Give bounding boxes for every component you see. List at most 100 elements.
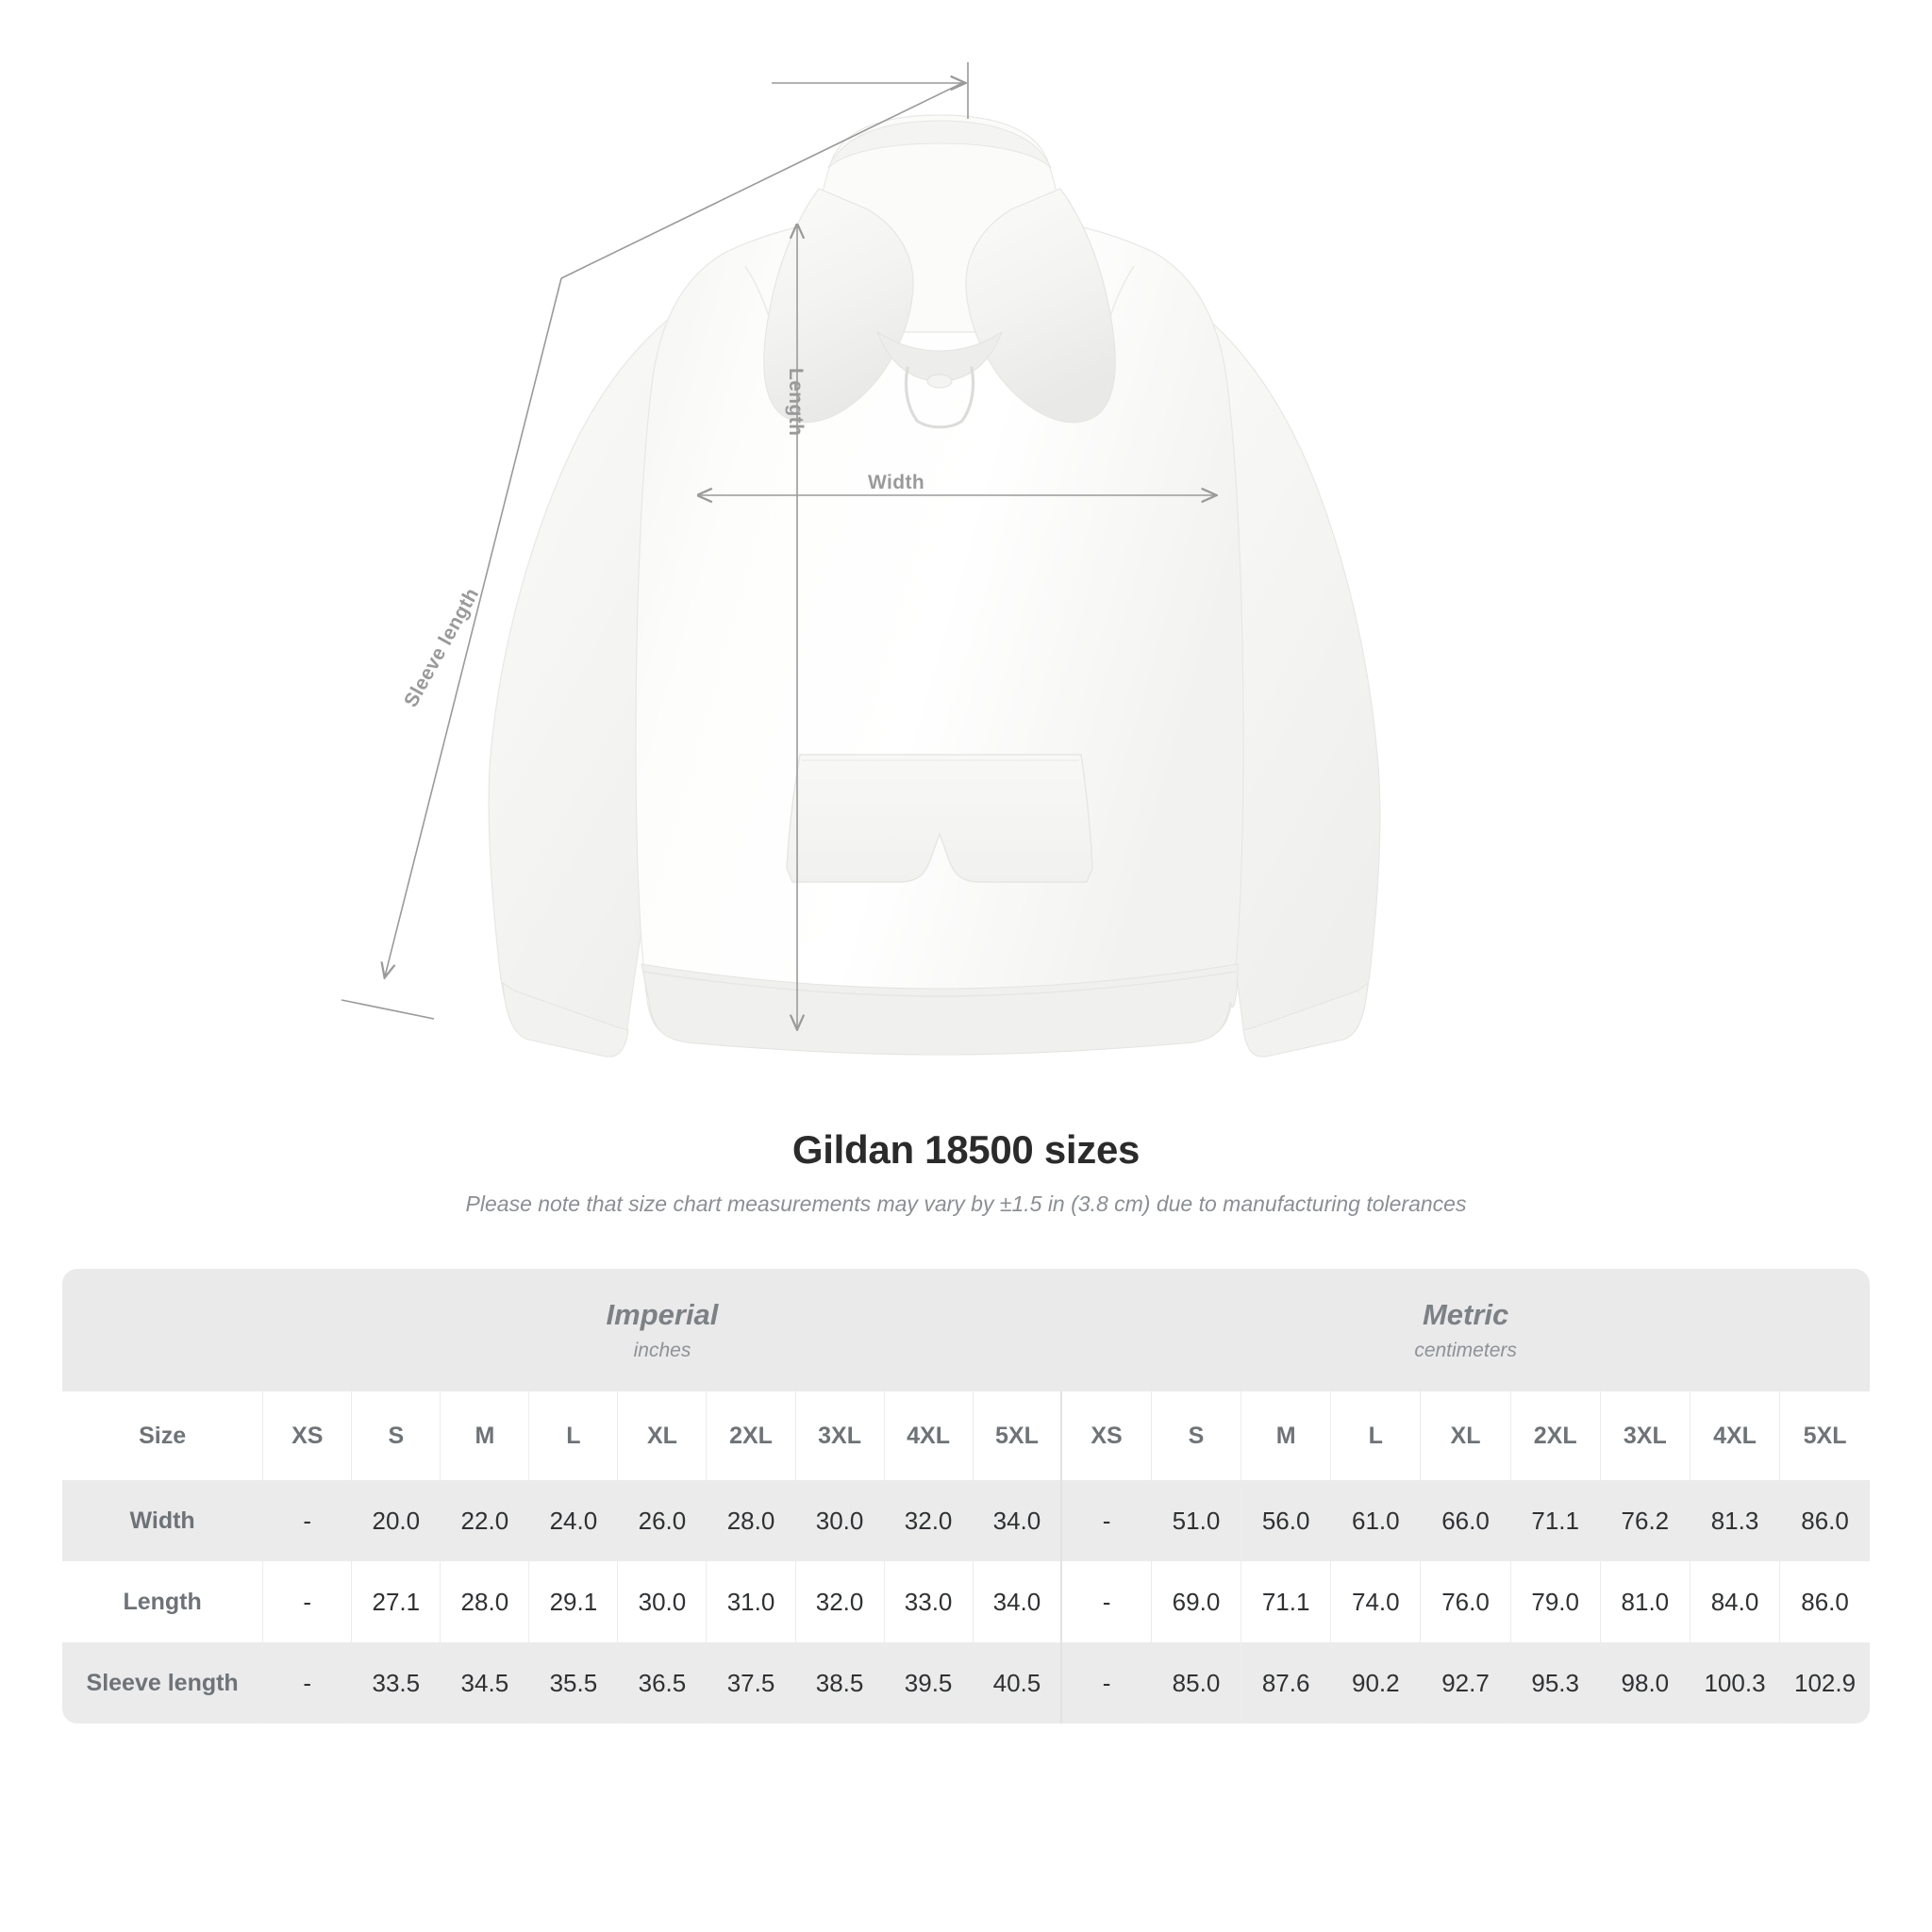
row-label-sleeve-length: Sleeve length xyxy=(62,1642,263,1724)
cell-imperial-m: 28.0 xyxy=(440,1561,529,1642)
unit-header-spacer xyxy=(62,1269,263,1391)
cell-imperial-m: 22.0 xyxy=(440,1480,529,1561)
cell-metric-xl: 66.0 xyxy=(1420,1480,1511,1561)
row-label-width: Width xyxy=(62,1480,263,1561)
title-block: Gildan 18500 sizes Please note that size… xyxy=(0,1127,1932,1217)
cell-imperial-xs: - xyxy=(262,1561,352,1642)
cell-metric-5xl: 86.0 xyxy=(1779,1480,1870,1561)
size-header-metric-4xl: 4XL xyxy=(1689,1391,1780,1480)
size-header-row: Size XS S M L XL 2XL 3XL 4XL 5XL XS S M L XL 2XL 3XL 4XL 5… xyxy=(62,1391,1870,1480)
cell-metric-2xl: 95.3 xyxy=(1509,1642,1601,1724)
cell-imperial-2xl: 31.0 xyxy=(706,1561,796,1642)
size-table: Imperial inches Metric centimeters Size XS S M L… xyxy=(62,1269,1870,1724)
cell-metric-4xl: 84.0 xyxy=(1689,1561,1780,1642)
unit-header-imperial: Imperial inches xyxy=(262,1269,1062,1391)
size-header-imperial-xl: XL xyxy=(617,1391,707,1480)
unit-subtitle: inches xyxy=(633,1340,691,1361)
cell-imperial-xl: 36.5 xyxy=(617,1642,707,1724)
sleeve-end-tick xyxy=(341,999,435,1020)
cell-metric-s: 69.0 xyxy=(1150,1561,1241,1642)
cell-imperial-m: 34.5 xyxy=(440,1642,529,1724)
cell-imperial-4xl: 39.5 xyxy=(883,1642,974,1724)
unit-header-metric: Metric centimeters xyxy=(1061,1269,1870,1391)
cell-metric-4xl: 81.3 xyxy=(1689,1480,1780,1561)
cell-metric-4xl: 100.3 xyxy=(1689,1642,1780,1724)
cell-metric-2xl: 79.0 xyxy=(1509,1561,1601,1642)
cell-imperial-2xl: 28.0 xyxy=(706,1480,796,1561)
cell-metric-l: 90.2 xyxy=(1330,1642,1421,1724)
size-header-imperial-l: L xyxy=(528,1391,618,1480)
cell-imperial-s: 27.1 xyxy=(351,1561,441,1642)
cell-imperial-s: 33.5 xyxy=(351,1642,441,1724)
cell-metric-xs: - xyxy=(1060,1642,1152,1724)
hoodie-illustration-svg xyxy=(341,62,1381,1058)
size-header-metric-3xl: 3XL xyxy=(1599,1391,1690,1480)
cell-imperial-xl: 30.0 xyxy=(617,1561,707,1642)
cell-metric-l: 74.0 xyxy=(1330,1561,1421,1642)
cell-metric-s: 51.0 xyxy=(1150,1480,1241,1561)
size-header-imperial-3xl: 3XL xyxy=(794,1391,885,1480)
hoodie-shape xyxy=(488,114,1381,1058)
tolerance-note: Please note that size chart measurements… xyxy=(465,1191,1467,1216)
measurement-lines xyxy=(341,62,1215,1028)
cell-metric-3xl: 81.0 xyxy=(1599,1561,1690,1642)
cell-imperial-5xl: 40.5 xyxy=(972,1642,1062,1724)
table-row: Length -27.1 28.0 29.1 30.0 31.0 32.0 33.0 34.0-… xyxy=(62,1561,1870,1642)
cell-metric-xs: - xyxy=(1060,1561,1152,1642)
cell-imperial-s: 20.0 xyxy=(351,1480,441,1561)
size-header-metric-m: M xyxy=(1241,1391,1331,1480)
cell-imperial-xl: 26.0 xyxy=(617,1480,707,1561)
size-header-imperial-5xl: 5XL xyxy=(972,1391,1062,1480)
cell-metric-s: 85.0 xyxy=(1150,1642,1241,1724)
table-row: Width -20.0 22.0 24.0 26.0 28.0 30.0 32.0 34.0-5… xyxy=(62,1480,1870,1561)
size-header-metric-xs: XS xyxy=(1060,1391,1152,1480)
cell-imperial-3xl: 38.5 xyxy=(794,1642,885,1724)
size-header-imperial-2xl: 2XL xyxy=(706,1391,796,1480)
size-table-container: Imperial inches Metric centimeters Size XS S M L… xyxy=(62,1269,1870,1724)
size-header-imperial-xs: XS xyxy=(262,1391,352,1480)
cell-imperial-3xl: 30.0 xyxy=(794,1480,885,1561)
cell-imperial-xs: - xyxy=(262,1480,352,1561)
unit-name: Metric xyxy=(1422,1298,1509,1331)
cell-imperial-5xl: 34.0 xyxy=(972,1480,1062,1561)
cell-imperial-l: 35.5 xyxy=(528,1642,618,1724)
table-row: Sleeve length -33.5 34.5 35.5 36.5 37.5 38.5 39… xyxy=(62,1642,1870,1724)
cell-metric-5xl: 102.9 xyxy=(1779,1642,1870,1724)
size-header-metric-5xl: 5XL xyxy=(1779,1391,1870,1480)
cell-metric-3xl: 98.0 xyxy=(1599,1642,1690,1724)
length-dimension-label: Length xyxy=(785,368,807,437)
width-dimension-label: Width xyxy=(868,472,925,493)
cell-imperial-5xl: 34.0 xyxy=(972,1561,1062,1642)
cell-metric-5xl: 86.0 xyxy=(1779,1561,1870,1642)
cell-metric-xs: - xyxy=(1060,1480,1152,1561)
size-header-metric-xl: XL xyxy=(1420,1391,1511,1480)
cell-metric-2xl: 71.1 xyxy=(1509,1480,1601,1561)
unit-subtitle: centimeters xyxy=(1414,1340,1517,1361)
cell-imperial-2xl: 37.5 xyxy=(706,1642,796,1724)
unit-header-row: Imperial inches Metric centimeters xyxy=(62,1269,1870,1391)
row-label-length: Length xyxy=(62,1561,263,1642)
cell-imperial-3xl: 32.0 xyxy=(794,1561,885,1642)
cell-metric-l: 61.0 xyxy=(1330,1480,1421,1561)
garment-diagram: Length Width Sleeve length xyxy=(341,62,1381,1058)
cell-metric-m: 56.0 xyxy=(1241,1480,1331,1561)
size-header-imperial-s: S xyxy=(351,1391,441,1480)
cell-metric-m: 87.6 xyxy=(1241,1642,1331,1724)
cell-metric-m: 71.1 xyxy=(1241,1561,1331,1642)
cell-metric-xl: 76.0 xyxy=(1420,1561,1511,1642)
cell-metric-xl: 92.7 xyxy=(1420,1642,1511,1724)
size-header-label: Size xyxy=(62,1391,263,1480)
cell-metric-3xl: 76.2 xyxy=(1599,1480,1690,1561)
size-header-metric-2xl: 2XL xyxy=(1509,1391,1601,1480)
size-header-imperial-4xl: 4XL xyxy=(883,1391,974,1480)
sleeve-length-dimension-line xyxy=(385,277,562,976)
cell-imperial-4xl: 33.0 xyxy=(883,1561,974,1642)
cell-imperial-4xl: 32.0 xyxy=(883,1480,974,1561)
page-title: Gildan 18500 sizes xyxy=(791,1127,1141,1172)
size-header-imperial-m: M xyxy=(440,1391,529,1480)
cell-imperial-xs: - xyxy=(262,1642,352,1724)
size-header-metric-l: L xyxy=(1330,1391,1421,1480)
unit-name: Imperial xyxy=(606,1298,719,1331)
cell-imperial-l: 24.0 xyxy=(528,1480,618,1561)
